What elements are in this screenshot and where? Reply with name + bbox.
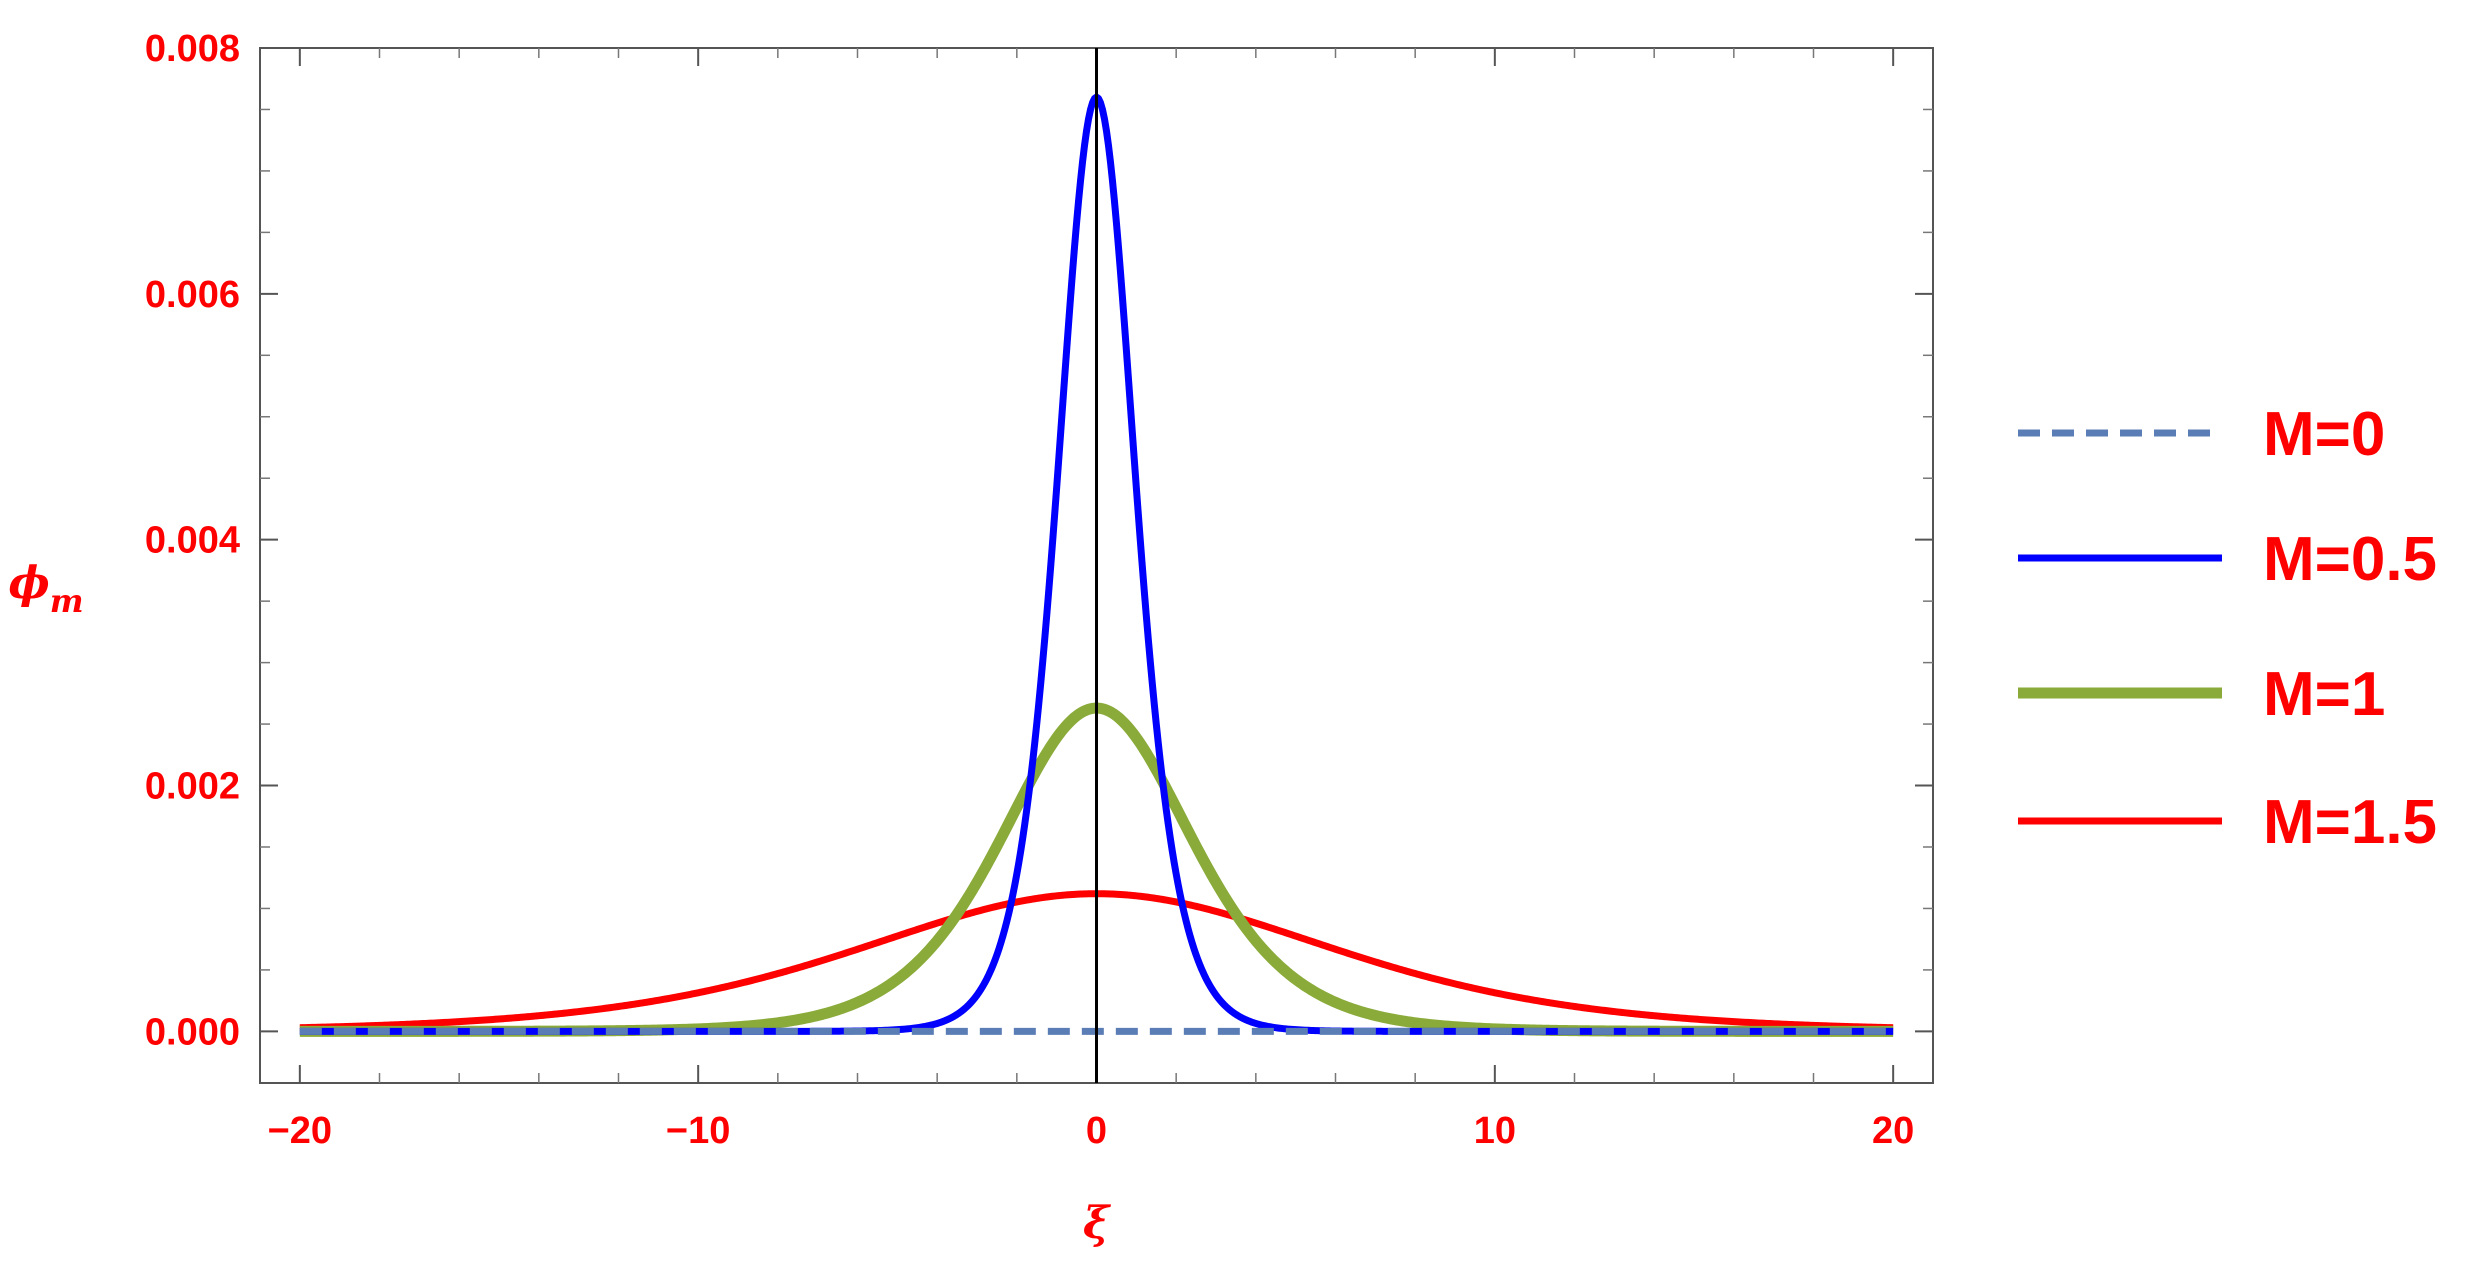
legend-label: M=1.5 bbox=[2263, 788, 2437, 857]
y-axis-title-main: ϕ bbox=[8, 558, 49, 609]
minor-ticks bbox=[260, 48, 1933, 1083]
legend-label: M=1 bbox=[2263, 660, 2385, 729]
legend-label: M=0 bbox=[2263, 400, 2385, 469]
y-tick-label: 0.008 bbox=[145, 28, 240, 70]
y-tick-label: 0.004 bbox=[145, 520, 240, 562]
legend: M=0 M=0.5 M=1 M=1.5 bbox=[2018, 400, 2437, 857]
x-tick-label: −10 bbox=[666, 1110, 730, 1152]
x-tick-label: −20 bbox=[268, 1110, 332, 1152]
x-tick-labels: −20 −10 0 10 20 bbox=[268, 1110, 1915, 1152]
y-axis-title-subscript: m bbox=[50, 582, 84, 620]
major-ticks bbox=[260, 47, 1933, 1083]
x-tick-label: 0 bbox=[1086, 1110, 1107, 1152]
y-tick-label: 0.000 bbox=[145, 1011, 240, 1053]
x-tick-label: 20 bbox=[1872, 1110, 1914, 1152]
x-axis-title: ξ bbox=[1083, 1198, 1111, 1249]
x-tick-label: 10 bbox=[1474, 1110, 1516, 1152]
y-axis-title: ϕm bbox=[8, 558, 83, 620]
y-tick-label: 0.002 bbox=[145, 766, 240, 808]
legend-label: M=0.5 bbox=[2263, 525, 2437, 594]
y-tick-label: 0.006 bbox=[145, 274, 240, 316]
y-tick-labels: 0.000 0.002 0.004 0.006 0.008 bbox=[145, 28, 240, 1053]
